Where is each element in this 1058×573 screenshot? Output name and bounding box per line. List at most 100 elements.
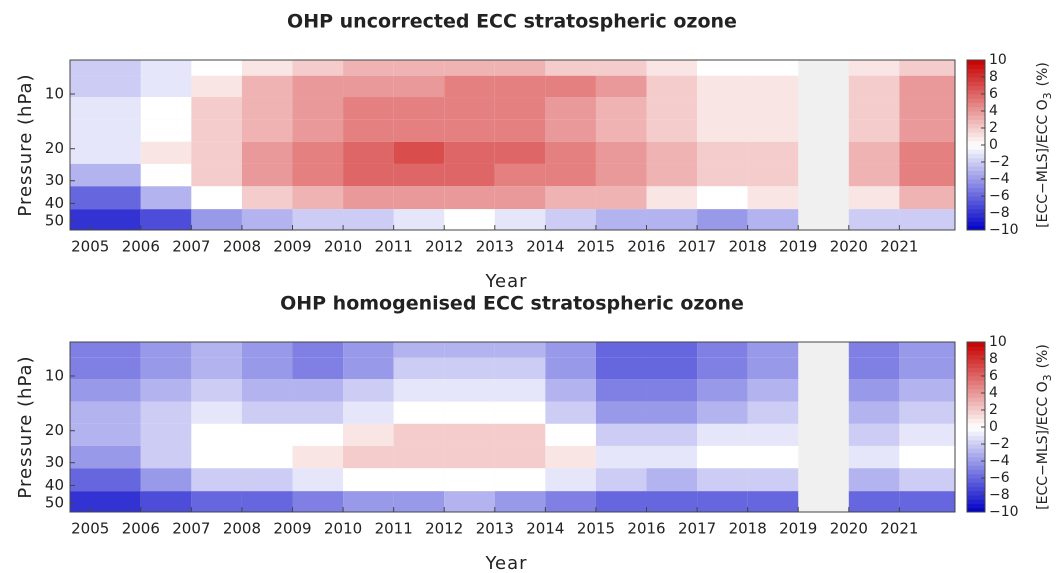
- colorbar-segment: [967, 221, 985, 227]
- heatmap-cell: [494, 401, 546, 424]
- colorbar-segment: [967, 427, 985, 432]
- heatmap-cell: [343, 445, 394, 469]
- x-tick-label: 2018: [729, 520, 767, 538]
- x-tick-label: 2013: [476, 238, 514, 256]
- heatmap-cell: [899, 445, 955, 469]
- heatmap-cell: [191, 119, 242, 142]
- heatmap-cell: [747, 401, 799, 424]
- heatmap-cell: [393, 468, 445, 492]
- x-axis-label: Year: [484, 553, 527, 573]
- heatmap-cell: [140, 379, 192, 402]
- x-tick-label: 2006: [122, 238, 160, 256]
- colorbar-segment: [967, 77, 985, 82]
- heatmap-cell: [595, 491, 647, 512]
- heatmap-cell: [697, 491, 748, 512]
- heatmap-cell: [494, 209, 546, 230]
- heatmap-cell: [595, 401, 647, 424]
- heatmap-cell: [595, 60, 647, 76]
- heatmap-cell: [747, 119, 799, 142]
- colorbar-tick-label: 8: [989, 351, 998, 367]
- heatmap-cell: [343, 491, 394, 512]
- colorbar-segment: [967, 162, 985, 167]
- heatmap-cell: [70, 379, 141, 402]
- heatmap-cell: [646, 97, 698, 120]
- colorbar-segment: [967, 478, 985, 483]
- heatmap-cell: [848, 97, 900, 120]
- heatmap-cell: [292, 163, 344, 187]
- heatmap-cell: [191, 423, 242, 446]
- heatmap-cell: [292, 445, 344, 469]
- heatmap-cell: [292, 119, 344, 142]
- heatmap-cell: [393, 357, 445, 380]
- heatmap-cell: [697, 119, 748, 142]
- colorbar-label-subscript: 3: [1041, 374, 1054, 381]
- heatmap-cell: [191, 468, 242, 492]
- heatmap-cell: [241, 141, 293, 164]
- heatmap-cell: [70, 445, 141, 469]
- x-tick-label: 2012: [425, 238, 463, 256]
- heatmap-cell: [70, 342, 141, 358]
- heatmap-cell: [545, 75, 596, 98]
- heatmap-cell: [899, 119, 955, 142]
- heatmap-cell: [899, 423, 955, 446]
- x-tick-label: 2018: [729, 238, 767, 256]
- heatmap-cell: [595, 141, 647, 164]
- heatmap-cell: [494, 75, 546, 98]
- heatmap-cell: [444, 342, 495, 358]
- y-axis-label: Pressure (hPa): [15, 73, 36, 216]
- colorbar-segment: [967, 179, 985, 184]
- heatmap-cell: [545, 468, 596, 492]
- heatmap-cell: [899, 209, 955, 230]
- heatmap-cell: [444, 423, 495, 446]
- heatmap-cell: [140, 468, 192, 492]
- heatmap-cell: [70, 119, 141, 142]
- colorbar-segment: [967, 393, 985, 398]
- heatmap-cell: [494, 342, 546, 358]
- colorbar-tick-label: −6: [989, 188, 1010, 204]
- heatmap-cell: [140, 75, 192, 98]
- heatmap-cell: [494, 379, 546, 402]
- heatmap-cell: [241, 163, 293, 187]
- heatmap-cell: [494, 97, 546, 120]
- heatmap-cell: [70, 357, 141, 380]
- heatmap-cell: [393, 163, 445, 187]
- colorbar-segment: [967, 187, 985, 193]
- x-tick-label: 2008: [223, 520, 261, 538]
- heatmap-cell: [494, 357, 546, 380]
- x-tick-label: 2010: [324, 238, 362, 256]
- heatmap-cell: [241, 379, 293, 402]
- heatmap-cell: [646, 423, 698, 446]
- heatmap-cell: [646, 60, 698, 76]
- heatmap-cell: [241, 401, 293, 424]
- heatmap-cell: [140, 141, 192, 164]
- heatmap-cell: [646, 357, 698, 380]
- heatmap-cell: [545, 141, 596, 164]
- colorbar-segment: [967, 439, 985, 445]
- colorbar-segment: [967, 452, 985, 458]
- heatmap-cell: [899, 60, 955, 76]
- heatmap-cell: [747, 97, 799, 120]
- colorbar-tick-label: 8: [989, 69, 998, 85]
- colorbar-segment: [967, 157, 985, 163]
- heatmap-cell: [191, 209, 242, 230]
- colorbar-segment: [967, 68, 985, 74]
- heatmap-cell: [343, 342, 394, 358]
- heatmap-cell: [241, 119, 293, 142]
- y-axis-label: Pressure (hPa): [15, 355, 36, 498]
- colorbar-label: [ECC−MLS]/ECC O3 (%): [1035, 344, 1054, 510]
- heatmap-cell: [595, 119, 647, 142]
- x-tick-label: 2006: [122, 520, 160, 538]
- colorbar-tick-label: −2: [989, 154, 1010, 170]
- heatmap-cell: [747, 357, 799, 380]
- heatmap-cell: [241, 445, 293, 469]
- heatmap-cell: [697, 468, 748, 492]
- x-tick-label: 2016: [627, 238, 665, 256]
- colorbar-segment: [967, 170, 985, 176]
- colorbar-tick-label: 6: [989, 368, 998, 384]
- heatmap-cell: [70, 97, 141, 120]
- colorbar-segment: [967, 418, 985, 424]
- colorbar-segment: [967, 102, 985, 108]
- heatmap-cell: [343, 97, 394, 120]
- heatmap-cell: [444, 401, 495, 424]
- heatmap-cell: [393, 491, 445, 512]
